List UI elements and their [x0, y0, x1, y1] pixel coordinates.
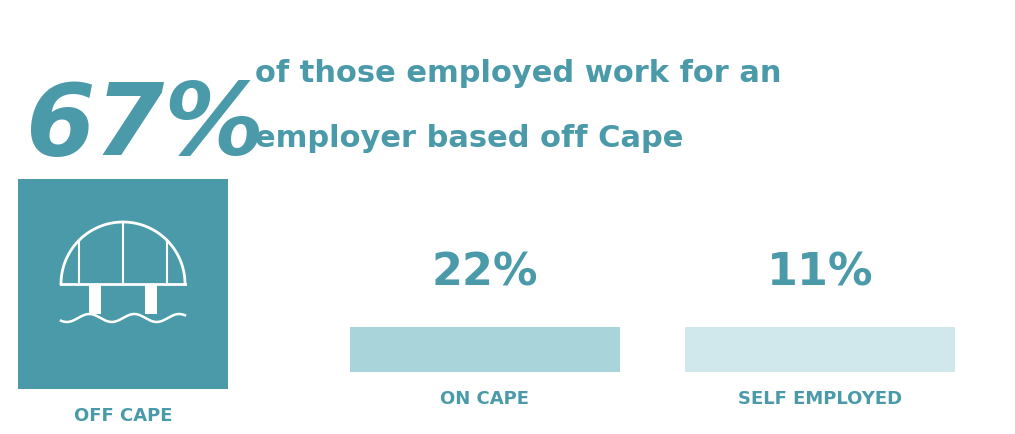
Text: 67%: 67% [25, 79, 265, 176]
Text: of those employed work for an: of those employed work for an [255, 59, 782, 88]
FancyBboxPatch shape [685, 327, 955, 372]
Text: employer based off Cape: employer based off Cape [255, 124, 683, 153]
Text: OFF CAPE: OFF CAPE [74, 407, 173, 425]
Bar [145, 284, 157, 314]
Text: SELF EMPLOYED: SELF EMPLOYED [738, 390, 902, 408]
Text: 22%: 22% [431, 252, 538, 295]
FancyBboxPatch shape [18, 179, 228, 389]
Text: 11%: 11% [766, 252, 873, 295]
Text: ON CAPE: ON CAPE [441, 390, 530, 408]
FancyBboxPatch shape [350, 327, 620, 372]
Bar [89, 284, 102, 314]
